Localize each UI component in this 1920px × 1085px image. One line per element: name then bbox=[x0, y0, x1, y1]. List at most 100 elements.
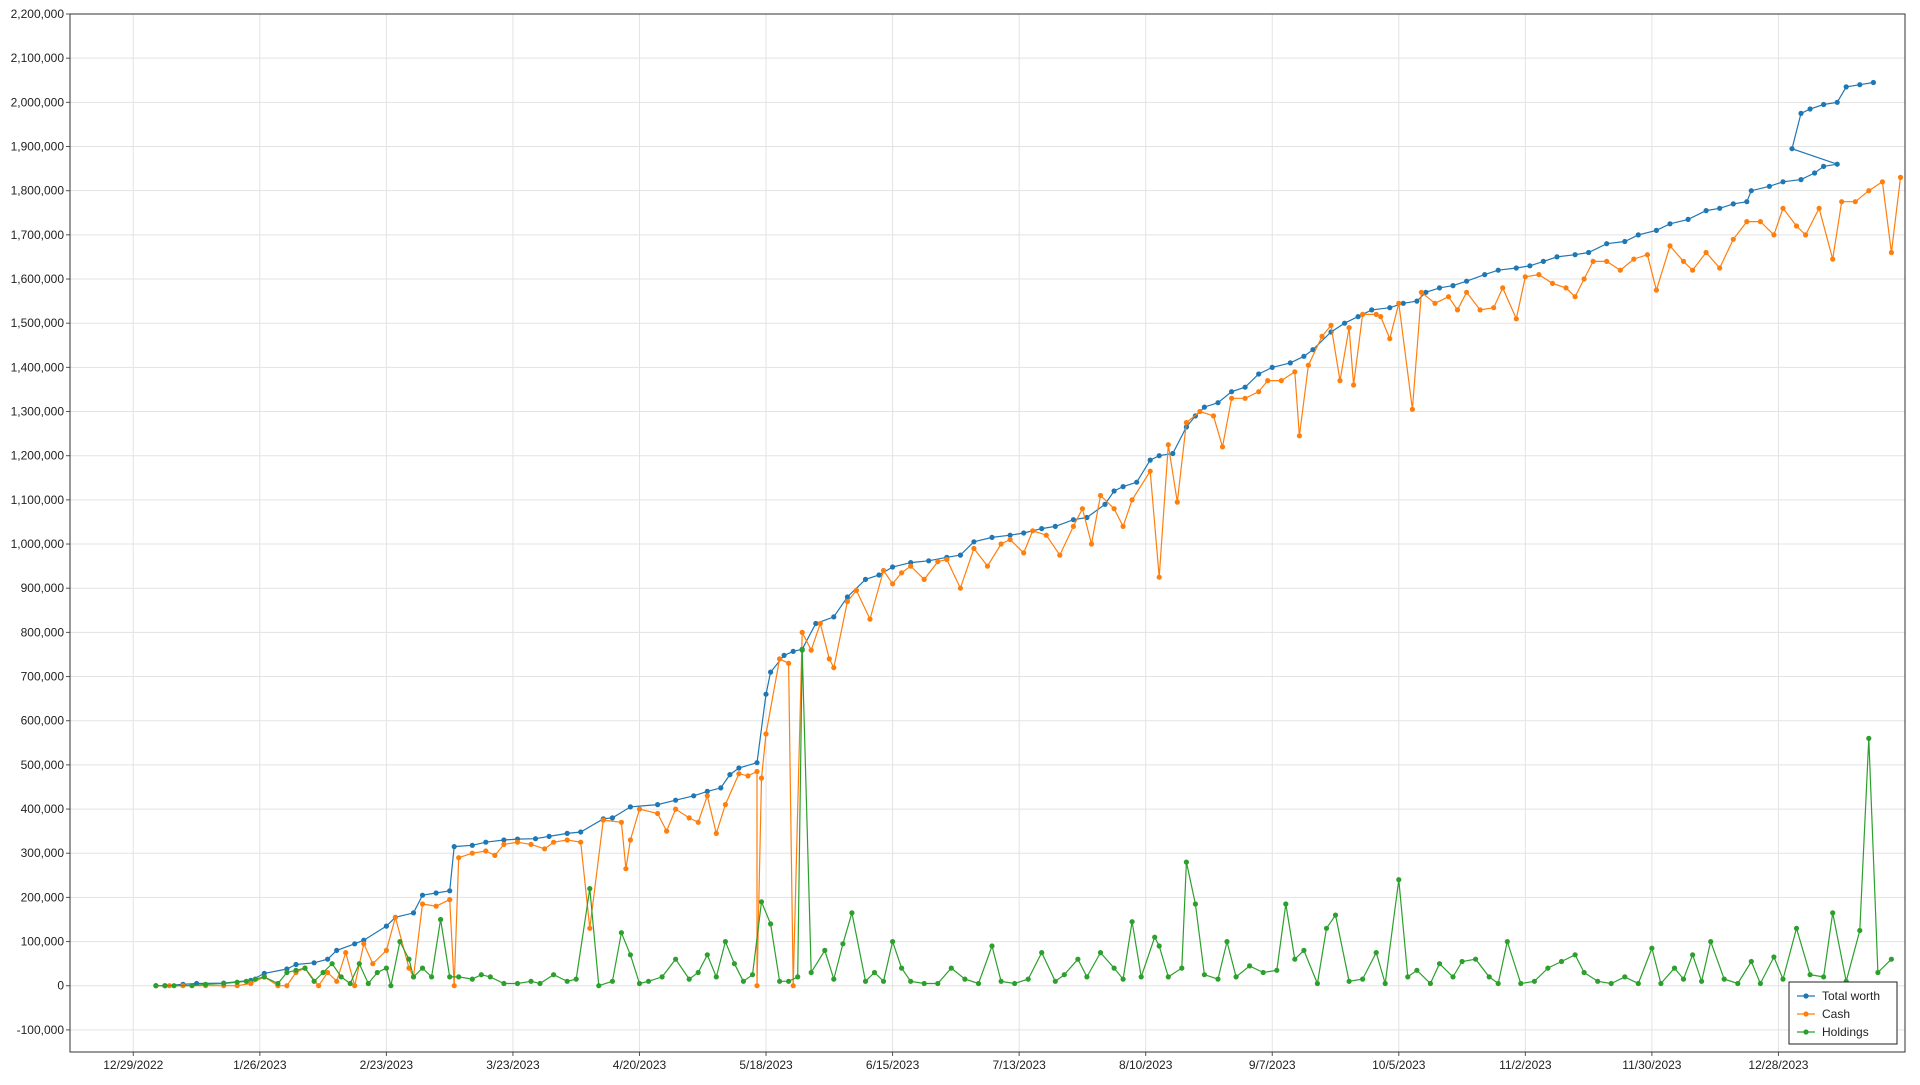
data-point-cash bbox=[853, 587, 860, 594]
data-point-holdings bbox=[587, 886, 593, 892]
y-tick-label: 1,500,000 bbox=[11, 316, 65, 330]
data-point-total-worth bbox=[451, 844, 457, 850]
data-point-cash bbox=[1432, 300, 1438, 306]
data-point-total-worth bbox=[1102, 501, 1108, 507]
data-point-cash bbox=[1219, 444, 1226, 450]
data-point-cash bbox=[1328, 322, 1334, 328]
data-point-holdings bbox=[221, 980, 227, 987]
data-point-cash bbox=[1418, 289, 1424, 295]
data-point-holdings bbox=[862, 978, 869, 984]
data-point-holdings bbox=[1165, 974, 1171, 980]
data-point-cash bbox=[1021, 550, 1027, 556]
data-point-holdings bbox=[1152, 934, 1158, 940]
data-point-holdings bbox=[975, 980, 982, 987]
data-point-cash bbox=[957, 585, 964, 591]
data-point-total-worth bbox=[718, 785, 724, 791]
data-point-total-worth bbox=[1423, 289, 1429, 295]
y-tick-label: 1,400,000 bbox=[11, 360, 65, 374]
data-point-holdings bbox=[243, 978, 249, 984]
y-tick-label: 300,000 bbox=[21, 846, 65, 860]
data-point-holdings bbox=[329, 961, 335, 967]
data-point-cash bbox=[1866, 188, 1872, 194]
data-point-holdings bbox=[447, 974, 453, 980]
data-point-cash bbox=[406, 965, 412, 971]
data-point-cash bbox=[370, 961, 376, 967]
data-point-cash bbox=[1464, 289, 1470, 295]
data-point-total-worth bbox=[532, 836, 539, 842]
data-point-cash bbox=[831, 665, 837, 671]
data-point-holdings bbox=[1735, 980, 1741, 987]
data-point-cash bbox=[713, 830, 719, 837]
legend-label-holdings: Holdings bbox=[1822, 1025, 1869, 1039]
data-point-total-worth bbox=[831, 614, 837, 620]
data-point-holdings bbox=[899, 965, 905, 971]
data-point-cash bbox=[623, 866, 629, 872]
data-point-holdings bbox=[1875, 969, 1881, 976]
data-point-cash bbox=[1703, 249, 1709, 256]
data-point-total-worth bbox=[1586, 249, 1592, 256]
data-point-cash bbox=[695, 819, 701, 825]
data-point-total-worth bbox=[1369, 307, 1375, 313]
legend-marker-cash bbox=[1803, 1011, 1809, 1017]
data-point-holdings bbox=[713, 974, 719, 980]
data-point-holdings bbox=[786, 978, 792, 984]
data-point-holdings bbox=[1323, 925, 1330, 931]
data-point-total-worth bbox=[736, 765, 742, 771]
data-point-cash bbox=[1572, 294, 1578, 300]
data-point-cash bbox=[1780, 205, 1786, 211]
data-point-total-worth bbox=[1495, 267, 1501, 273]
data-point-cash bbox=[1409, 406, 1415, 412]
data-point-cash bbox=[1454, 307, 1461, 313]
data-point-holdings bbox=[1301, 947, 1307, 954]
data-point-total-worth bbox=[1021, 530, 1027, 536]
data-point-cash bbox=[514, 839, 521, 845]
data-point-holdings bbox=[1025, 976, 1031, 982]
y-tick-label: 1,700,000 bbox=[11, 228, 65, 242]
data-point-cash bbox=[1292, 369, 1298, 375]
data-point-holdings bbox=[1414, 967, 1420, 973]
y-tick-label: 100,000 bbox=[21, 935, 65, 949]
x-tick-label: 12/29/2022 bbox=[103, 1058, 163, 1072]
data-point-holdings bbox=[189, 983, 195, 989]
data-point-holdings bbox=[948, 965, 954, 971]
data-point-cash bbox=[1070, 523, 1076, 530]
data-point-cash bbox=[1305, 362, 1311, 368]
data-point-holdings bbox=[338, 974, 344, 980]
series-layer bbox=[153, 79, 1904, 989]
data-point-total-worth bbox=[655, 802, 661, 808]
data-point-total-worth bbox=[673, 797, 679, 803]
data-point-holdings bbox=[1671, 965, 1678, 971]
data-point-holdings bbox=[252, 976, 258, 982]
data-point-cash bbox=[1604, 258, 1610, 264]
data-point-cash bbox=[1477, 307, 1483, 313]
data-point-total-worth bbox=[578, 829, 584, 835]
data-point-cash bbox=[1147, 468, 1153, 474]
data-point-holdings bbox=[537, 980, 543, 987]
data-point-holdings bbox=[1473, 956, 1479, 962]
data-point-total-worth bbox=[1821, 101, 1827, 108]
data-point-holdings bbox=[808, 969, 814, 976]
data-point-holdings bbox=[722, 939, 729, 945]
data-point-holdings bbox=[740, 978, 747, 984]
data-point-cash bbox=[745, 773, 751, 779]
data-point-holdings bbox=[153, 983, 159, 989]
data-point-cash bbox=[1644, 252, 1650, 258]
data-point-total-worth bbox=[1798, 110, 1804, 116]
data-point-holdings bbox=[768, 921, 774, 927]
data-point-total-worth bbox=[1857, 82, 1863, 88]
data-point-total-worth bbox=[1147, 457, 1153, 463]
x-tick-label: 7/13/2023 bbox=[992, 1058, 1046, 1072]
data-point-cash bbox=[984, 563, 991, 569]
data-point-cash bbox=[1793, 223, 1800, 229]
data-point-holdings bbox=[1622, 974, 1628, 980]
data-point-total-worth bbox=[1780, 179, 1786, 185]
data-point-total-worth bbox=[1870, 79, 1876, 86]
data-point-cash bbox=[343, 950, 349, 956]
data-point-holdings bbox=[908, 978, 914, 984]
data-point-cash bbox=[618, 819, 625, 825]
data-point-cash bbox=[817, 620, 823, 627]
plot-frame bbox=[69, 13, 1906, 1053]
data-point-cash bbox=[501, 841, 507, 848]
data-point-total-worth bbox=[862, 576, 869, 583]
data-point-cash bbox=[284, 983, 290, 989]
